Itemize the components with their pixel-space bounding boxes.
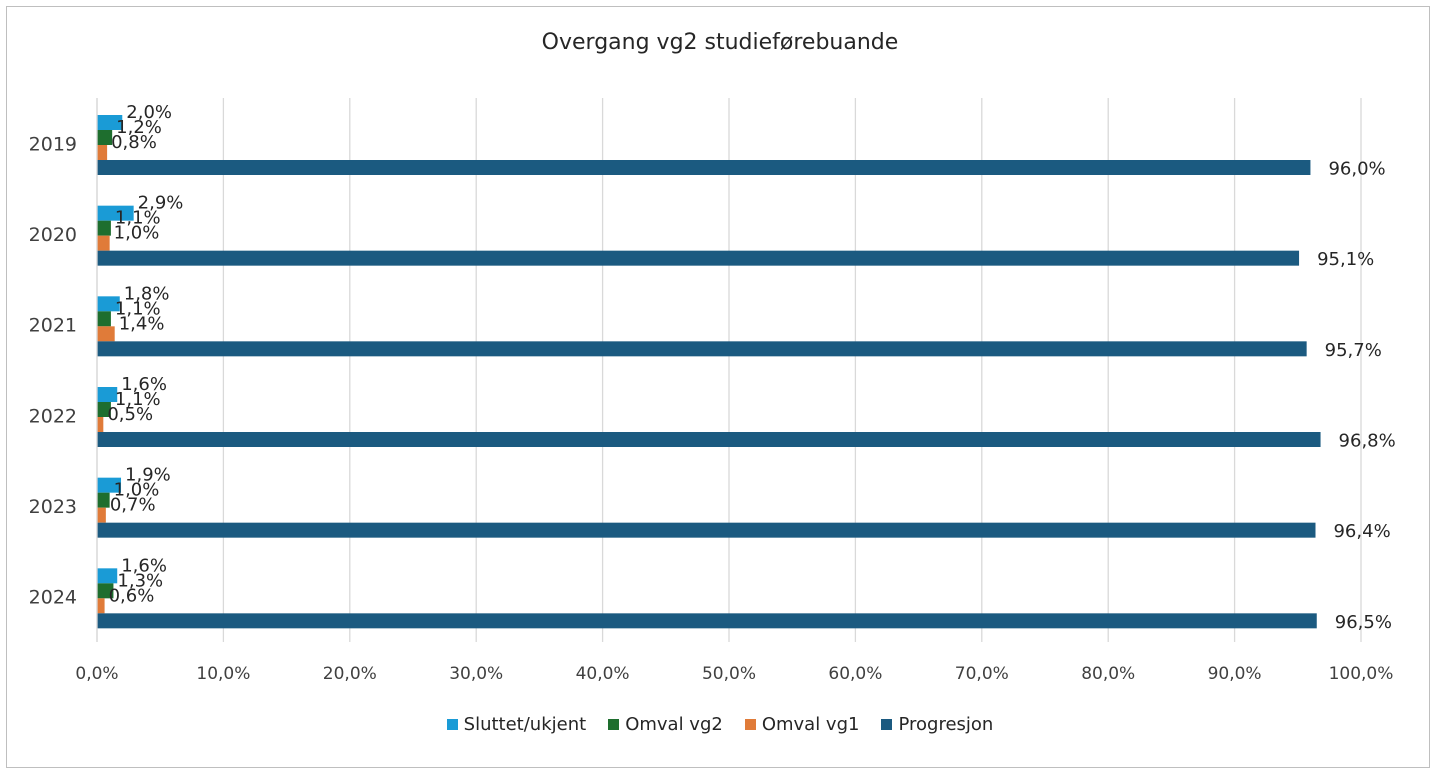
chart-title: Overgang vg2 studieførebuande [541,30,899,55]
x-tick-label: 80,0% [1081,664,1135,684]
x-tick-label: 10,0% [196,664,250,684]
legend-item: Sluttet/ukjent [446,714,587,735]
legend-swatch [446,719,458,730]
bar [97,326,115,342]
category-label: 2020 [29,224,77,246]
bar [97,130,113,145]
legend-label: Progresjon [898,714,994,735]
chart-legend: Sluttet/ukjent Omval vg2 Omval vg1 Progresj… [0,714,1440,735]
bar [97,205,134,221]
legend-label: Sluttet/ukjent [463,714,587,735]
data-label: 1,4% [119,313,165,334]
data-label: 1,1% [115,298,161,319]
bar [97,598,105,614]
data-label: 96,8% [1339,431,1396,452]
bar [97,145,108,160]
data-label: 1,1% [115,208,161,229]
legend-item: Progresjon [881,714,993,735]
data-label: 0,6% [109,585,155,606]
data-label: 1,8% [124,283,170,304]
data-label: 1,9% [125,465,171,486]
data-label: 0,5% [107,404,153,425]
x-tick-label: 20,0% [323,664,377,684]
bar [97,341,1307,357]
data-label: 1,1% [115,389,161,410]
legend-swatch [608,719,620,730]
x-tick-label: 40,0% [576,664,630,684]
bar [97,387,118,402]
bar [97,492,110,508]
legend-label: Omval vg1 [761,714,860,735]
data-label: 1,0% [114,480,160,501]
bar [97,507,106,523]
bar [97,432,1321,447]
bar [97,417,104,432]
data-label: 1,6% [121,555,167,576]
data-label: 2,9% [138,193,184,214]
data-label: 96,4% [1333,521,1390,542]
legend-swatch [881,719,893,730]
category-label: 2024 [29,587,77,609]
data-label: 1,3% [117,570,163,591]
bar [97,583,114,599]
x-tick-label: 50,0% [702,664,756,684]
category-label: 2022 [29,405,77,427]
bar [97,311,111,327]
legend-label: Omval vg2 [625,714,723,735]
data-label: 96,0% [1328,159,1385,180]
data-label: 95,7% [1325,340,1382,361]
data-label: 0,8% [111,132,157,153]
legend-item: Omval vg1 [744,714,860,735]
data-label: 96,5% [1335,612,1392,633]
data-label: 1,0% [114,223,160,244]
data-label: 1,2% [116,117,162,138]
bar [97,115,123,130]
data-label: 95,1% [1317,249,1374,270]
x-tick-label: 100,0% [1329,664,1394,684]
legend-item: Omval vg2 [608,714,723,735]
bar [97,235,110,251]
category-label: 2019 [29,133,77,155]
bar [97,160,1311,175]
category-label: 2021 [29,315,77,337]
bar [97,250,1300,266]
x-tick-label: 60,0% [828,664,882,684]
bar [97,402,111,417]
legend-swatch [744,719,756,730]
bar [97,477,122,493]
bar [97,220,111,236]
bar [97,613,1317,629]
data-label: 1,6% [121,374,167,395]
bar [97,568,118,584]
category-label: 2023 [29,496,77,518]
data-label: 0,7% [110,495,156,516]
x-tick-label: 90,0% [1208,664,1262,684]
x-tick-label: 70,0% [955,664,1009,684]
data-label: 2,0% [126,102,172,123]
x-tick-label: 0,0% [75,664,118,684]
bar [97,522,1316,538]
chart-frame [6,6,1430,768]
bar [97,296,120,312]
x-tick-label: 30,0% [449,664,503,684]
